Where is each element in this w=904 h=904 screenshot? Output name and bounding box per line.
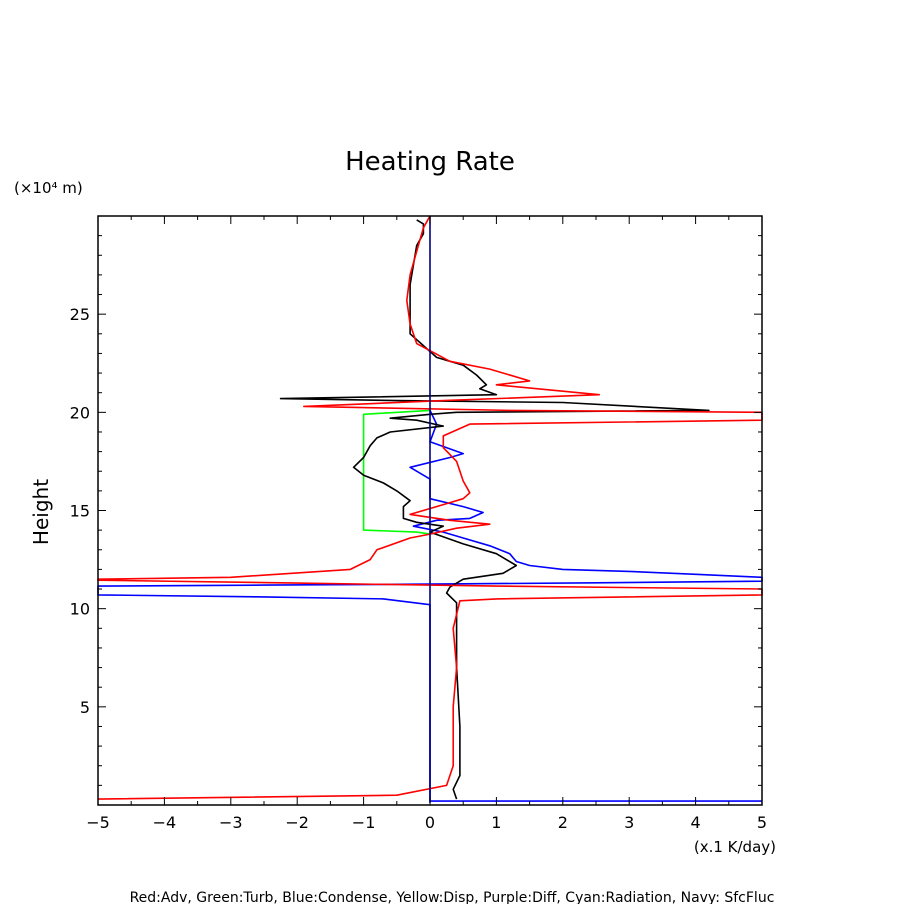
y-tick-label: 25	[70, 305, 90, 324]
series-line-net	[279, 219, 710, 800]
series-line-turb	[362, 409, 431, 535]
y-tick-label: 5	[80, 698, 90, 717]
y-unit-label: (×10⁴ m)	[14, 179, 83, 197]
x-tick-label: 4	[691, 813, 701, 832]
series-line-adv	[97, 215, 763, 800]
x-tick-label: −1	[352, 813, 376, 832]
x-tick-label: 5	[757, 813, 767, 832]
series-line-condense	[97, 410, 763, 802]
series-layer	[97, 215, 763, 803]
chart-title: Heating Rate	[345, 147, 515, 177]
y-tick-label: 10	[70, 600, 90, 619]
x-tick-label: 3	[624, 813, 634, 832]
y-axis-label: Height	[29, 479, 53, 545]
x-tick-label: −4	[153, 813, 177, 832]
x-tick-label: 1	[491, 813, 501, 832]
x-tick-label: −3	[219, 813, 243, 832]
x-tick-label: 2	[558, 813, 568, 832]
x-unit-label: (x.1 K/day)	[694, 838, 776, 856]
legend-text: Red:Adv, Green:Turb, Blue:Condense, Yell…	[130, 890, 775, 904]
ticks-layer: −5 −4 −3 −2 −1 0 1 2 3 4 5 5 10 15 20 25	[70, 216, 767, 832]
x-tick-label: 0	[425, 813, 435, 832]
x-tick-label: −2	[285, 813, 309, 832]
y-tick-label: 15	[70, 502, 90, 521]
x-tick-label: −5	[86, 813, 110, 832]
y-tick-label: 20	[70, 403, 90, 422]
plot-frame	[97, 215, 763, 806]
